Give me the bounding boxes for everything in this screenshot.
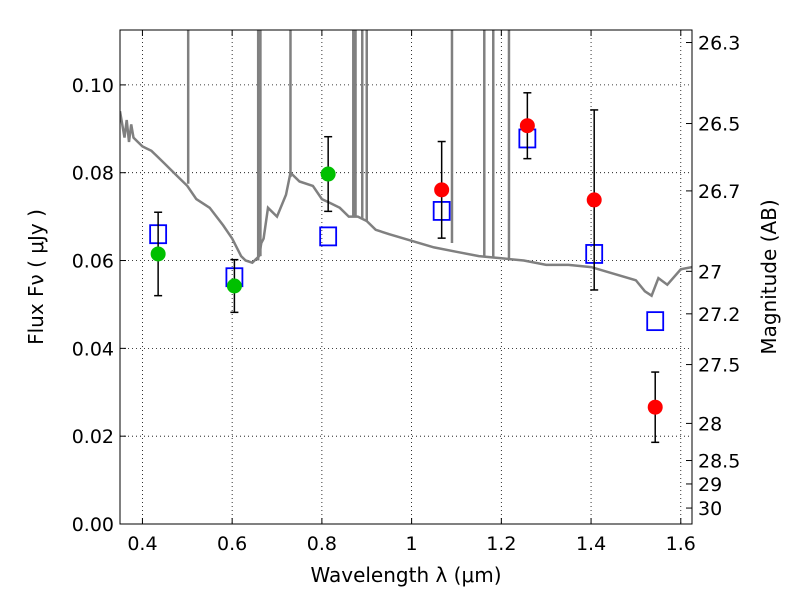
y-tick-label: 0.00 xyxy=(72,514,114,536)
x-tick-label: 1.6 xyxy=(666,533,696,555)
plot-background xyxy=(120,30,692,524)
y2-tick-label: 27.2 xyxy=(698,304,740,326)
y2-tick-label: 27 xyxy=(698,261,722,283)
y-tick-label: 0.06 xyxy=(72,251,114,273)
y2-tick-label: 26.7 xyxy=(698,181,740,203)
observed-flux-green-point xyxy=(226,278,242,294)
data-points xyxy=(149,92,665,444)
y-tick-label: 0.02 xyxy=(72,426,114,448)
y-axis-title: Flux Fν ( μJy ) xyxy=(24,209,48,345)
y-tick-label: 0.04 xyxy=(72,338,114,360)
ticks: 0.4 0.6 0.8 1 1.2 1.4 1.6 0.00 0.02 0.04 0.06 0.08 0… xyxy=(72,30,740,555)
model-flux-square xyxy=(646,311,665,332)
y2-tick-label: 29 xyxy=(698,474,722,496)
observed-flux-red-point xyxy=(434,182,450,198)
model-spectrum xyxy=(120,30,692,298)
y2-tick-label: 26.5 xyxy=(698,114,740,136)
observed-flux-green-point xyxy=(150,246,166,262)
x-tick-label: 0.4 xyxy=(127,533,157,555)
observed-flux-green-point xyxy=(320,166,336,182)
model-spectrum-line xyxy=(120,110,692,298)
observed-flux-red-point xyxy=(519,118,535,134)
x-tick-label: 0.6 xyxy=(217,533,247,555)
y2-tick-label: 28 xyxy=(698,413,722,435)
y2-tick-label: 26.3 xyxy=(698,33,740,55)
x-tick-label: 1 xyxy=(406,533,418,555)
x-tick-label: 0.8 xyxy=(307,533,337,555)
x-axis-title: Wavelength λ (μm) xyxy=(310,563,501,587)
plot-frame xyxy=(119,29,693,525)
x-tick-label: 1.4 xyxy=(576,533,606,555)
y2-tick-label: 30 xyxy=(698,498,722,520)
y2-axis-title: Magnitude (AB) xyxy=(757,199,781,354)
y-tick-label: 0.08 xyxy=(72,163,114,185)
y2-tick-label: 28.5 xyxy=(698,451,740,473)
y-tick-label: 0.10 xyxy=(72,75,114,97)
x-tick-label: 1.2 xyxy=(486,533,516,555)
y2-tick-label: 27.5 xyxy=(698,355,740,377)
observed-flux-red-point xyxy=(586,192,602,208)
model-flux-square xyxy=(319,226,338,247)
observed-flux-red-point xyxy=(647,399,663,415)
